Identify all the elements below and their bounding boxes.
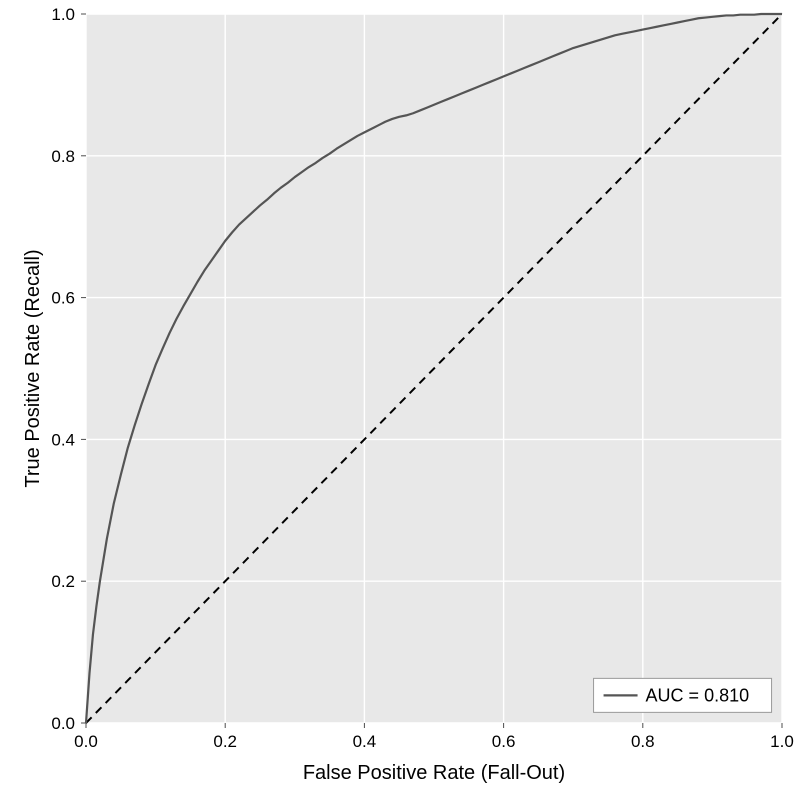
y-axis-label: True Positive Rate (Recall): [22, 249, 44, 487]
x-tick-label: 0.2: [213, 732, 237, 751]
y-tick-label: 0.2: [51, 572, 75, 591]
legend: AUC = 0.810: [594, 678, 772, 712]
x-tick-label: 0.6: [492, 732, 516, 751]
y-tick-label: 0.4: [51, 430, 75, 449]
roc-figure: 0.0 0.2 0.4 0.6 0.8 1.0 0.0 0.2 0.4 0.6 0.8 1.0 Fals…: [0, 0, 800, 801]
x-tick-label: 0.4: [353, 732, 377, 751]
y-tick-label: 0.0: [51, 714, 75, 733]
x-tick-label: 1.0: [770, 732, 794, 751]
x-tick-label: 0.8: [631, 732, 655, 751]
x-axis-label: False Positive Rate (Fall-Out): [303, 762, 565, 784]
roc-svg: 0.0 0.2 0.4 0.6 0.8 1.0 0.0 0.2 0.4 0.6 0.8 1.0 Fals…: [0, 0, 800, 801]
y-tick-label: 1.0: [51, 5, 75, 24]
x-tick-label: 0.0: [74, 732, 98, 751]
y-tick-label: 0.8: [51, 147, 75, 166]
y-tick-label: 0.6: [51, 289, 75, 308]
legend-label: AUC = 0.810: [646, 686, 750, 706]
